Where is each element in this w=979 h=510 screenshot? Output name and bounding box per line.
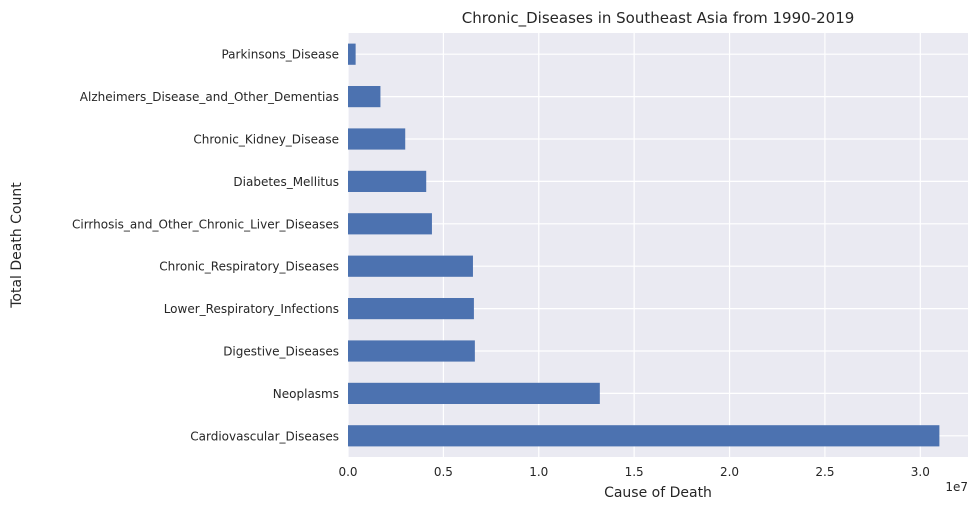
bar [348, 425, 940, 447]
bar [348, 213, 432, 235]
x-tick-label: 3.0 [911, 465, 930, 479]
y-tick-label: Chronic_Respiratory_Diseases [159, 260, 339, 274]
bar [348, 382, 600, 404]
bar [348, 255, 473, 277]
y-tick-label: Digestive_Diseases [223, 345, 339, 359]
bar [348, 340, 475, 362]
bar [348, 43, 356, 65]
x-tick-label: 0.5 [434, 465, 453, 479]
bars [348, 43, 940, 447]
x-tick-label: 0.0 [338, 465, 357, 479]
y-tick-label: Diabetes_Mellitus [233, 175, 339, 189]
x-axis-label: Cause of Death [604, 485, 712, 501]
y-tick-label: Chronic_Kidney_Disease [193, 133, 339, 147]
y-tick-labels: Cardiovascular_Diseases Neoplasms Digestiv… [72, 48, 339, 444]
bar [348, 170, 427, 192]
x-tick-label: 1.5 [625, 465, 644, 479]
x-tick-label: 1.0 [529, 465, 548, 479]
y-tick-label: Lower_Respiratory_Infections [164, 302, 339, 316]
bar [348, 128, 406, 150]
x-offset-label: 1e7 [945, 480, 968, 494]
x-tick-labels: 0.0 0.5 1.0 1.5 2.0 2.5 3.0 [338, 465, 929, 479]
y-tick-label: Cirrhosis_and_Other_Chronic_Liver_Diseas… [72, 217, 339, 231]
y-tick-label: Neoplasms [273, 387, 339, 401]
bar [348, 298, 474, 320]
y-tick-label: Parkinsons_Disease [221, 48, 339, 62]
x-tick-label: 2.5 [815, 465, 834, 479]
bar [348, 86, 381, 108]
chart-title: Chronic_Diseases in Southeast Asia from … [462, 9, 855, 28]
y-axis-label: Total Death Count [9, 182, 25, 309]
y-tick-label: Alzheimers_Disease_and_Other_Dementias [80, 90, 339, 104]
x-tick-label: 2.0 [720, 465, 739, 479]
y-tick-label: Cardiovascular_Diseases [190, 429, 339, 443]
